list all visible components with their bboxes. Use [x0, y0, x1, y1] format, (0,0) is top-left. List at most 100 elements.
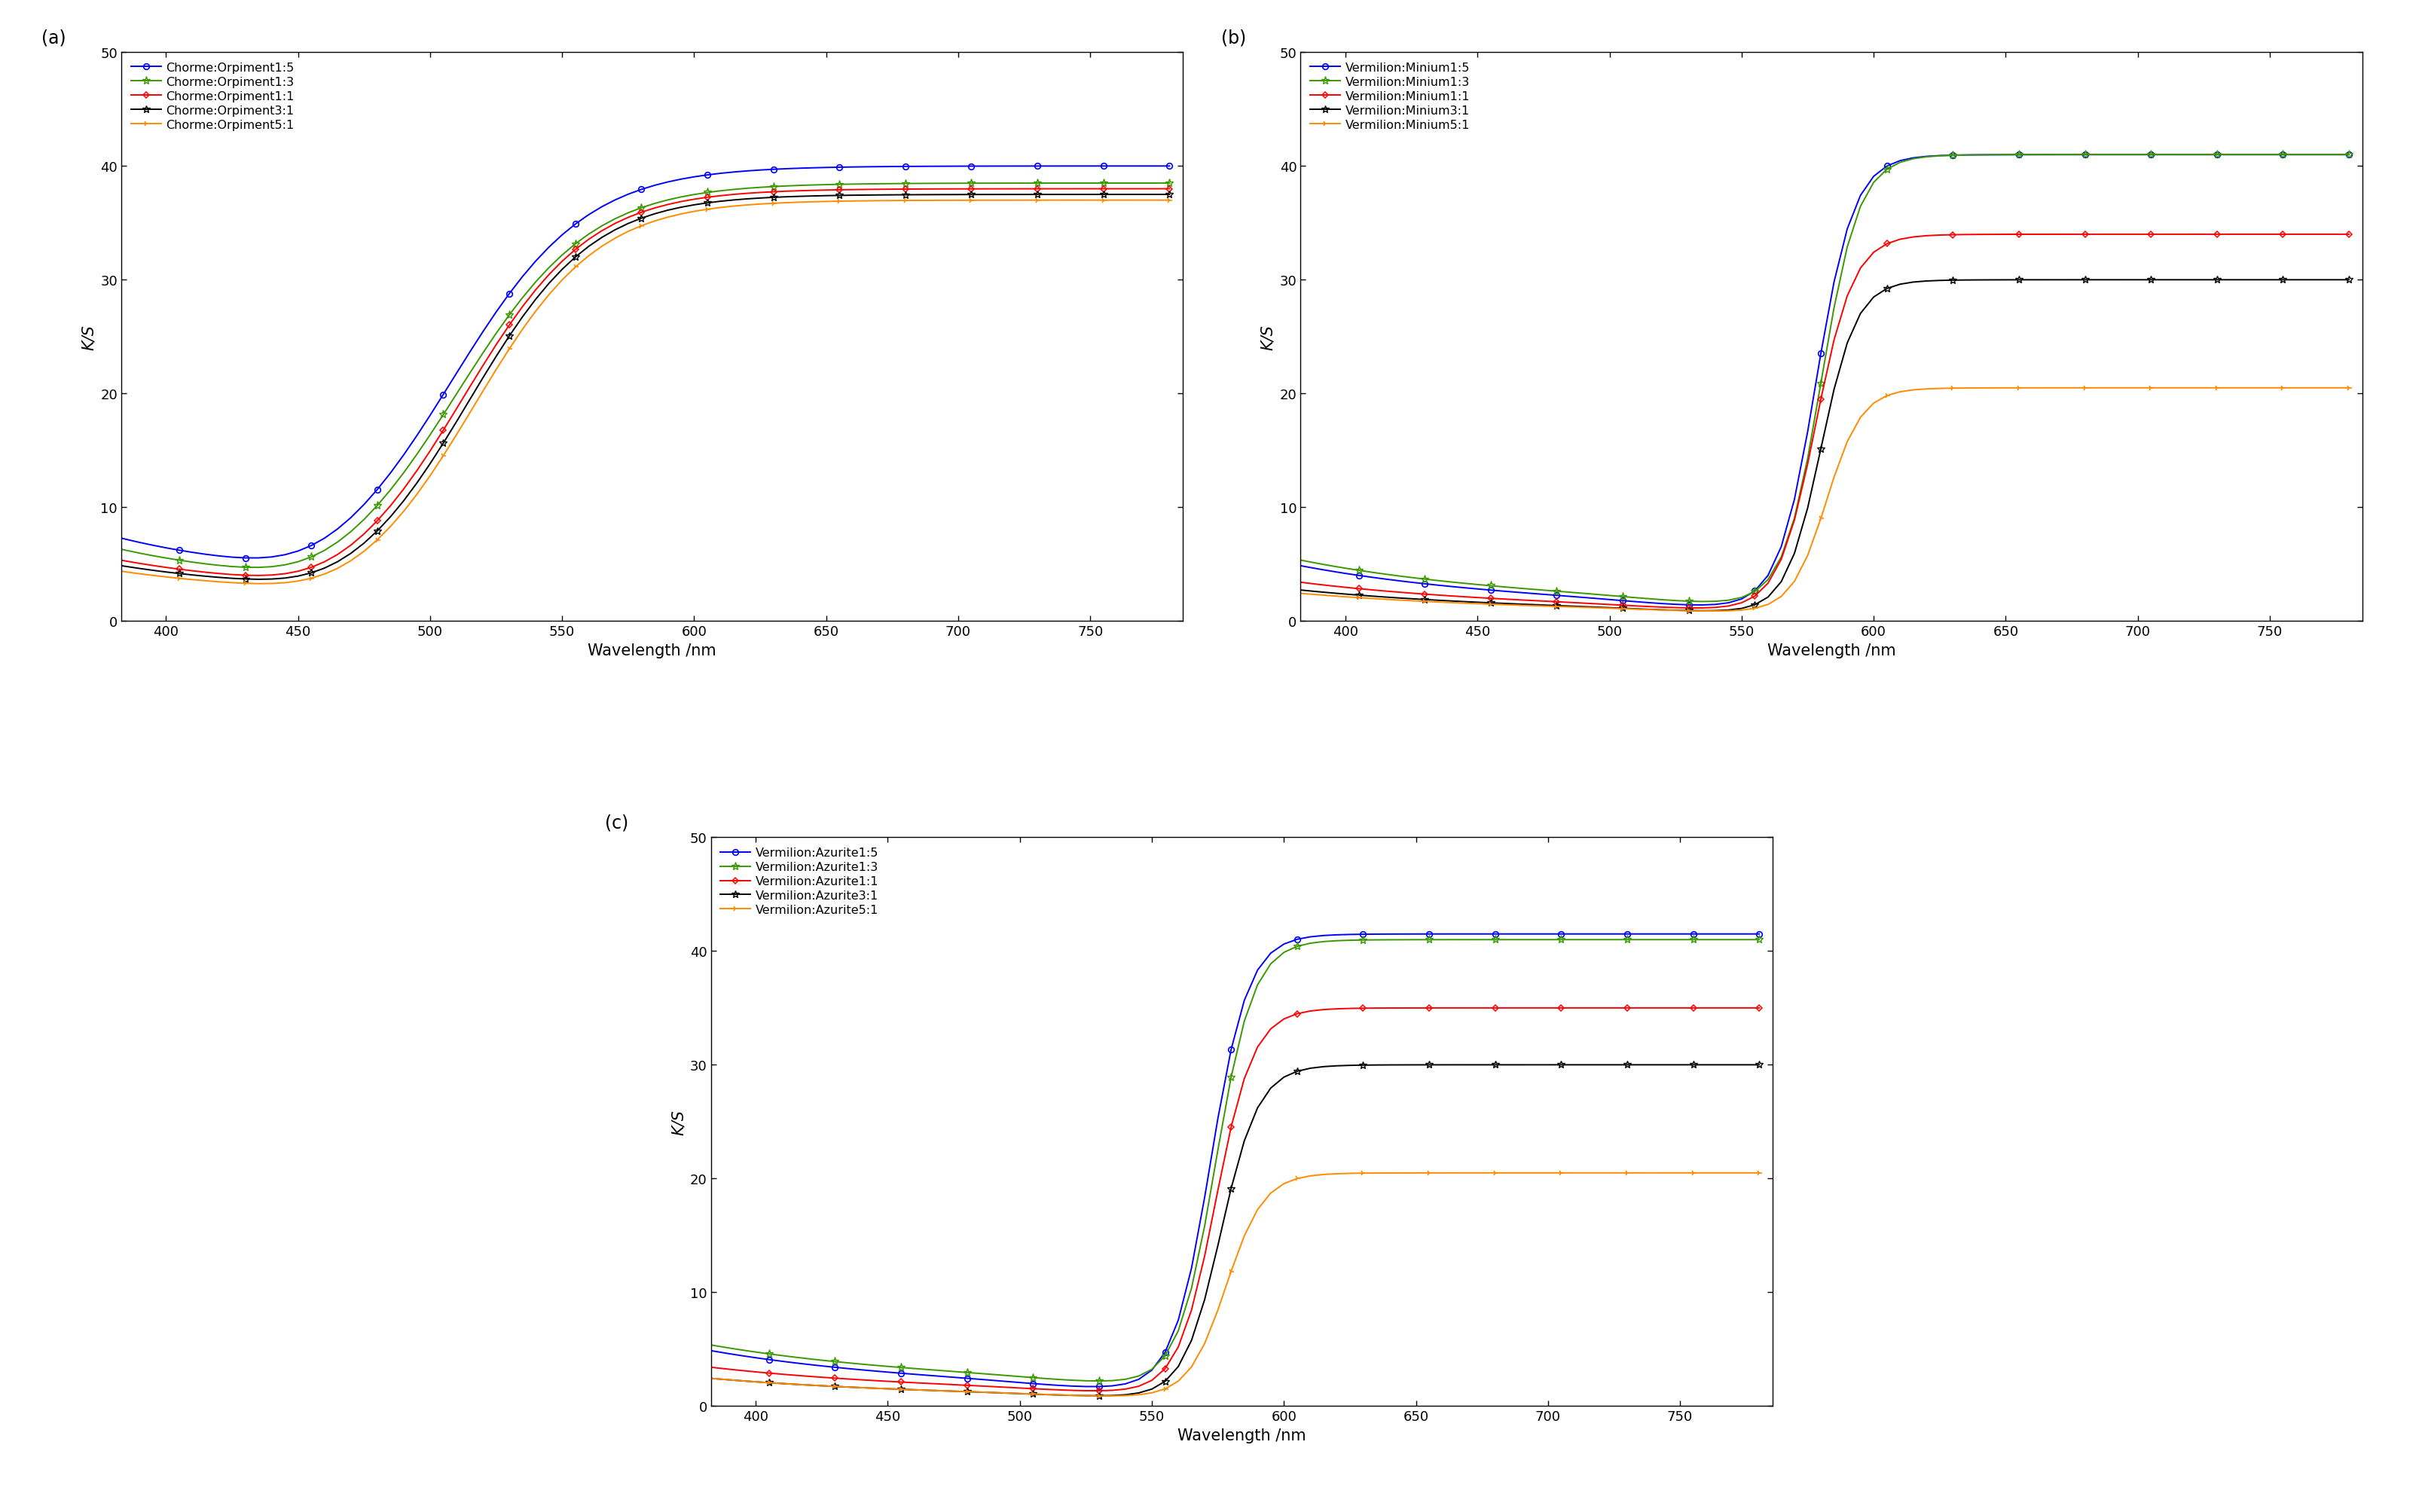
Line: Chorme:Orpiment1:5: Chorme:Orpiment1:5 — [111, 163, 1172, 561]
Vermilion:Minium5:1 — [2240, 380, 2269, 398]
Vermilion:Azurite3:1 — [1085, 1387, 1114, 1405]
Chorme:Orpiment1:5 — [773, 160, 802, 178]
Vermilion:Minium3:1 — [1279, 581, 1308, 599]
Vermilion:Minium1:3 — [2148, 147, 2177, 165]
Vermilion:Azurite1:1 — [1480, 999, 1509, 1018]
Vermilion:Minium1:5 — [1872, 157, 1901, 175]
Y-axis label: K/S: K/S — [1259, 325, 1276, 349]
Vermilion:Minium1:5 — [1952, 147, 1981, 165]
Vermilion:Azurite5:1 — [1652, 1164, 1681, 1182]
Vermilion:Azurite5:1 — [1480, 1164, 1509, 1182]
Chorme:Orpiment5:1 — [99, 561, 128, 579]
Line: Chorme:Orpiment1:3: Chorme:Orpiment1:3 — [109, 180, 1172, 572]
Vermilion:Minium1:1 — [2071, 225, 2100, 243]
Vermilion:Minium3:1 — [2148, 271, 2177, 289]
Vermilion:Azurite5:1 — [1097, 1387, 1126, 1405]
Vermilion:Azurite1:5 — [1652, 925, 1681, 943]
Vermilion:Azurite1:5 — [1480, 925, 1509, 943]
Chorme:Orpiment3:1 — [773, 189, 802, 207]
Vermilion:Minium3:1 — [1688, 602, 1717, 620]
Vermilion:Azurite1:1 — [1613, 999, 1642, 1018]
Vermilion:Minium3:1 — [2240, 271, 2269, 289]
Vermilion:Minium1:3 — [1279, 550, 1308, 569]
Vermilion:Azurite5:1 — [1361, 1164, 1390, 1182]
Legend: Vermilion:Azurite1:5, Vermilion:Azurite1:3, Vermilion:Azurite1:1, Vermilion:Azur: Vermilion:Azurite1:5, Vermilion:Azurite1… — [717, 844, 882, 919]
Chorme:Orpiment1:3 — [969, 175, 998, 194]
Vermilion:Minium1:1 — [1279, 573, 1308, 591]
Chorme:Orpiment5:1 — [969, 192, 998, 210]
Vermilion:Azurite1:5 — [1281, 930, 1310, 948]
Vermilion:Minium5:1 — [1872, 387, 1901, 405]
Chorme:Orpiment1:1 — [693, 189, 722, 207]
Chorme:Orpiment1:5 — [891, 159, 920, 177]
Vermilion:Minium1:3 — [2202, 147, 2231, 165]
Vermilion:Azurite3:1 — [1744, 1055, 1773, 1074]
Chorme:Orpiment3:1 — [891, 186, 920, 204]
Vermilion:Azurite3:1 — [688, 1368, 717, 1387]
Vermilion:Azurite1:1 — [1560, 999, 1589, 1018]
Vermilion:Minium1:5 — [2071, 147, 2100, 165]
Chorme:Orpiment1:1 — [773, 183, 802, 201]
Chorme:Orpiment1:3 — [693, 184, 722, 203]
Y-axis label: K/S: K/S — [671, 1110, 685, 1134]
Chorme:Orpiment3:1 — [1155, 186, 1184, 204]
Text: (b): (b) — [1221, 29, 1245, 47]
Vermilion:Minium5:1 — [2071, 380, 2100, 398]
Vermilion:Minium5:1 — [1952, 380, 1981, 398]
Vermilion:Minium1:3 — [1952, 147, 1981, 165]
Line: Chorme:Orpiment5:1: Chorme:Orpiment5:1 — [109, 198, 1172, 587]
Chorme:Orpiment5:1 — [1063, 192, 1092, 210]
X-axis label: Wavelength /nm: Wavelength /nm — [589, 643, 717, 658]
Line: Vermilion:Minium1:1: Vermilion:Minium1:1 — [1291, 233, 2352, 611]
Line: Vermilion:Minium1:3: Vermilion:Minium1:3 — [1289, 151, 2352, 606]
Vermilion:Minium1:3 — [2240, 147, 2269, 165]
Vermilion:Azurite1:5 — [1744, 925, 1773, 943]
Chorme:Orpiment5:1 — [245, 575, 274, 593]
Legend: Vermilion:Minium1:5, Vermilion:Minium1:3, Vermilion:Minium1:1, Vermilion:Minium3: Vermilion:Minium1:5, Vermilion:Minium1:3… — [1305, 59, 1473, 135]
Vermilion:Minium3:1 — [2071, 271, 2100, 289]
Chorme:Orpiment1:3 — [891, 175, 920, 194]
Chorme:Orpiment1:5 — [99, 528, 128, 546]
Text: (c): (c) — [606, 813, 627, 832]
Chorme:Orpiment1:5 — [693, 166, 722, 184]
Vermilion:Azurite1:3 — [1560, 931, 1589, 950]
Vermilion:Minium5:1 — [1279, 584, 1308, 602]
Vermilion:Azurite1:1 — [688, 1358, 717, 1376]
Chorme:Orpiment1:5 — [1155, 157, 1184, 175]
Vermilion:Minium1:3 — [2335, 147, 2364, 165]
Vermilion:Azurite1:5 — [688, 1340, 717, 1358]
Chorme:Orpiment5:1 — [891, 192, 920, 210]
Line: Chorme:Orpiment3:1: Chorme:Orpiment3:1 — [109, 192, 1172, 584]
Chorme:Orpiment5:1 — [773, 194, 802, 212]
Vermilion:Azurite1:1 — [1085, 1382, 1114, 1400]
Chorme:Orpiment1:1 — [1063, 180, 1092, 198]
Line: Vermilion:Minium1:5: Vermilion:Minium1:5 — [1289, 153, 2352, 608]
Chorme:Orpiment5:1 — [1022, 192, 1051, 210]
Chorme:Orpiment1:5 — [1063, 157, 1092, 175]
Y-axis label: K/S: K/S — [80, 325, 97, 349]
Chorme:Orpiment3:1 — [969, 186, 998, 204]
Chorme:Orpiment1:1 — [1155, 180, 1184, 198]
Vermilion:Azurite1:3 — [688, 1335, 717, 1353]
Chorme:Orpiment5:1 — [693, 201, 722, 219]
Chorme:Orpiment1:3 — [773, 177, 802, 195]
Vermilion:Azurite3:1 — [1281, 1063, 1310, 1081]
Vermilion:Azurite1:5 — [1085, 1377, 1114, 1396]
Vermilion:Azurite5:1 — [688, 1368, 717, 1387]
Vermilion:Azurite1:3 — [1613, 931, 1642, 950]
Vermilion:Minium1:1 — [1688, 599, 1717, 617]
Vermilion:Azurite5:1 — [1744, 1164, 1773, 1182]
Line: Vermilion:Minium3:1: Vermilion:Minium3:1 — [1289, 277, 2352, 615]
Vermilion:Azurite5:1 — [1281, 1170, 1310, 1188]
Vermilion:Azurite1:1 — [1744, 999, 1773, 1018]
Chorme:Orpiment1:1 — [891, 180, 920, 198]
Chorme:Orpiment1:3 — [1063, 175, 1092, 194]
Vermilion:Azurite3:1 — [1361, 1057, 1390, 1075]
Chorme:Orpiment3:1 — [99, 556, 128, 575]
Chorme:Orpiment3:1 — [1063, 186, 1092, 204]
Vermilion:Azurite1:5 — [1560, 925, 1589, 943]
Vermilion:Minium5:1 — [1700, 602, 1729, 620]
Line: Vermilion:Azurite5:1: Vermilion:Azurite5:1 — [700, 1170, 1761, 1399]
Vermilion:Azurite1:3 — [1281, 937, 1310, 956]
Vermilion:Azurite3:1 — [1652, 1055, 1681, 1074]
